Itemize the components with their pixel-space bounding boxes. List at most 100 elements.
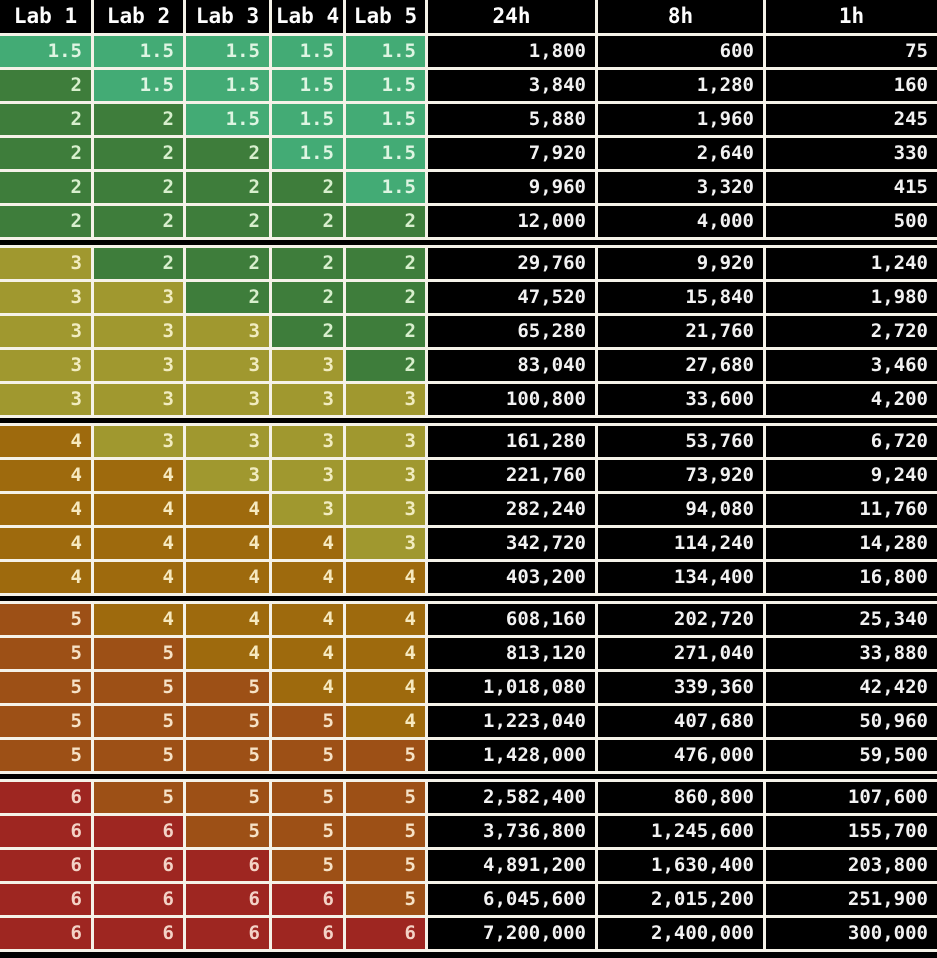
rate-value-cell-h1: 6,720 [766, 426, 937, 457]
lab-level-cell: 3 [94, 384, 183, 415]
rate-value-cell-h1: 25,340 [766, 604, 937, 635]
lab-level-cell: 6 [0, 850, 91, 881]
rate-value-cell-h1: 107,600 [766, 782, 937, 813]
lab-level-cell: 6 [272, 918, 343, 949]
lab-level-cell: 5 [272, 850, 343, 881]
lab-level-cell: 3 [94, 282, 183, 313]
lab-level-cell: 3 [0, 282, 91, 313]
rate-value-cell-h1: 160 [766, 70, 937, 101]
lab-level-cell: 4 [186, 494, 269, 525]
lab-level-cell: 3 [0, 384, 91, 415]
lab-level-cell: 5 [272, 816, 343, 847]
rate-value-cell-h24: 161,280 [428, 426, 595, 457]
lab-level-cell: 2 [0, 104, 91, 135]
rate-value-cell-h24: 9,960 [428, 172, 595, 203]
header-cell-lab-2: Lab 2 [94, 0, 183, 33]
lab-level-cell: 3 [0, 248, 91, 279]
lab-level-cell: 6 [94, 884, 183, 915]
rate-value-cell-h8: 860,800 [598, 782, 763, 813]
header-cell-lab-1: Lab 1 [0, 0, 91, 33]
rate-value-cell-h8: 21,760 [598, 316, 763, 347]
lab-level-cell: 4 [272, 638, 343, 669]
rate-value-cell-h1: 50,960 [766, 706, 937, 737]
lab-level-cell: 1.5 [272, 36, 343, 67]
lab-level-cell: 4 [346, 706, 425, 737]
lab-level-cell: 1.5 [94, 36, 183, 67]
tier-group-5: 5 4 4 4 4 608,160 202,720 25,340 5 5 4 4 4 813,120 271… [0, 601, 937, 774]
lab-level-cell: 3 [346, 460, 425, 491]
rate-value-cell-h8: 4,000 [598, 206, 763, 237]
lab-level-cell: 5 [0, 706, 91, 737]
header-cell-lab-4: Lab 4 [272, 0, 343, 33]
rate-value-cell-h24: 813,120 [428, 638, 595, 669]
rate-value-cell-h8: 73,920 [598, 460, 763, 491]
lab-level-cell: 2 [272, 316, 343, 347]
rate-value-cell-h8: 1,630,400 [598, 850, 763, 881]
rate-value-cell-h1: 4,200 [766, 384, 937, 415]
lab-level-cell: 5 [346, 740, 425, 771]
lab-level-cell: 5 [94, 740, 183, 771]
lab-level-cell: 2 [346, 316, 425, 347]
lab-level-cell: 4 [346, 604, 425, 635]
rate-value-cell-h8: 202,720 [598, 604, 763, 635]
lab-level-cell: 5 [0, 604, 91, 635]
lab-level-cell: 3 [186, 350, 269, 381]
lab-level-cell: 2 [346, 206, 425, 237]
lab-level-cell: 2 [186, 172, 269, 203]
lab-level-cell: 3 [0, 350, 91, 381]
lab-level-cell: 2 [272, 172, 343, 203]
rate-value-cell-h1: 245 [766, 104, 937, 135]
tier-group-3: 3 2 2 2 2 29,760 9,920 1,240 3 3 2 2 2 47,520 15,840 1,… [0, 245, 937, 418]
rate-value-cell-h24: 5,880 [428, 104, 595, 135]
rate-value-cell-h1: 1,980 [766, 282, 937, 313]
rate-value-cell-h24: 100,800 [428, 384, 595, 415]
lab-level-cell: 3 [346, 494, 425, 525]
lab-level-cell: 6 [0, 884, 91, 915]
lab-level-cell: 1.5 [0, 36, 91, 67]
rate-value-cell-h8: 53,760 [598, 426, 763, 457]
lab-level-cell: 3 [272, 350, 343, 381]
lab-level-cell: 2 [186, 206, 269, 237]
lab-level-cell: 1.5 [346, 138, 425, 169]
rate-value-cell-h1: 155,700 [766, 816, 937, 847]
lab-level-cell: 4 [346, 638, 425, 669]
lab-level-cell: 1.5 [346, 172, 425, 203]
rate-value-cell-h24: 7,920 [428, 138, 595, 169]
rate-value-cell-h8: 1,245,600 [598, 816, 763, 847]
lab-level-cell: 1.5 [186, 70, 269, 101]
lab-level-cell: 1.5 [346, 70, 425, 101]
rate-value-cell-h24: 4,891,200 [428, 850, 595, 881]
rate-value-cell-h8: 94,080 [598, 494, 763, 525]
rate-value-cell-h8: 33,600 [598, 384, 763, 415]
lab-level-cell: 6 [186, 918, 269, 949]
lab-level-cell: 6 [0, 816, 91, 847]
lab-level-cell: 3 [94, 350, 183, 381]
lab-level-cell: 5 [186, 672, 269, 703]
rate-value-cell-h8: 407,680 [598, 706, 763, 737]
lab-level-cell: 1.5 [272, 70, 343, 101]
rate-value-cell-h1: 330 [766, 138, 937, 169]
rate-value-cell-h24: 29,760 [428, 248, 595, 279]
rate-value-cell-h24: 3,736,800 [428, 816, 595, 847]
lab-level-cell: 4 [0, 460, 91, 491]
lab-level-cell: 5 [186, 816, 269, 847]
lab-level-cell: 4 [0, 494, 91, 525]
lab-level-cell: 6 [186, 884, 269, 915]
lab-level-cell: 6 [272, 884, 343, 915]
lab-level-cell: 6 [0, 918, 91, 949]
lab-level-cell: 1.5 [186, 36, 269, 67]
header-cell-1h: 1h [766, 0, 937, 33]
lab-level-cell: 6 [0, 782, 91, 813]
rate-value-cell-h24: 12,000 [428, 206, 595, 237]
rate-value-cell-h8: 2,400,000 [598, 918, 763, 949]
lab-level-cell: 2 [94, 206, 183, 237]
rate-value-cell-h8: 9,920 [598, 248, 763, 279]
lab-level-cell: 5 [94, 782, 183, 813]
rate-value-cell-h1: 500 [766, 206, 937, 237]
rate-value-cell-h8: 1,280 [598, 70, 763, 101]
lab-level-cell: 2 [94, 104, 183, 135]
rate-value-cell-h8: 15,840 [598, 282, 763, 313]
lab-level-cell: 4 [186, 604, 269, 635]
lab-level-cell: 4 [346, 562, 425, 593]
rate-value-cell-h24: 6,045,600 [428, 884, 595, 915]
